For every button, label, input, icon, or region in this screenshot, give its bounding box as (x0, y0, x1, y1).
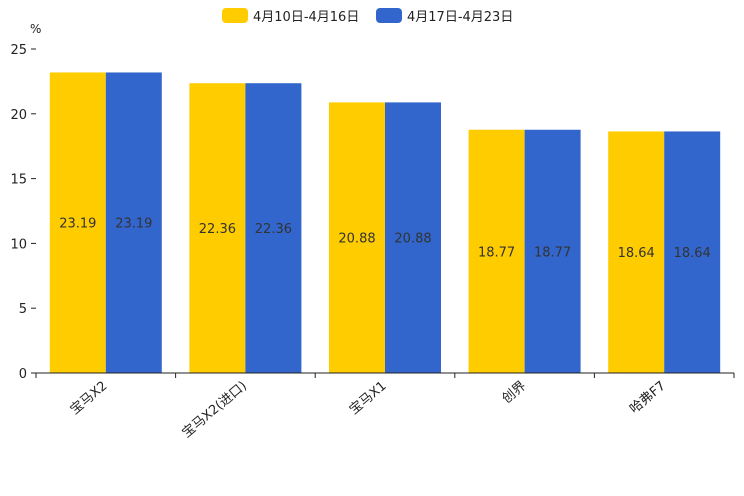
bar[interactable] (608, 131, 665, 373)
bar-value-label: 20.88 (338, 232, 375, 247)
bar-value-label: 18.64 (618, 246, 655, 261)
y-tick-label: 0 (19, 367, 27, 382)
bar-value-label: 20.88 (394, 232, 431, 247)
bar-value-label: 18.77 (534, 245, 571, 260)
bar-value-label: 23.19 (59, 217, 96, 232)
bar[interactable] (245, 83, 302, 373)
bar[interactable] (468, 129, 525, 373)
legend: 4月10日-4月16日 4月17日-4月23日 (222, 8, 513, 25)
bar-value-label: 22.36 (199, 222, 236, 237)
bar[interactable] (664, 131, 721, 373)
category-label: 哈弗F7 (627, 379, 669, 417)
category-label: 创界 (500, 379, 530, 407)
bar-value-label: 23.19 (115, 217, 152, 232)
category-label: 宝马X2 (68, 379, 111, 418)
category-label: 宝马X1 (347, 379, 390, 418)
bars: 23.19 23.19 22.36 22.36 20.88 20.88 18.77 18.77… (49, 72, 721, 373)
legend-swatch (222, 8, 248, 23)
y-tick-label: 5 (19, 302, 27, 317)
bar-value-label: 18.77 (478, 245, 515, 260)
legend-item[interactable]: 4月10日-4月16日 (222, 8, 359, 25)
bar[interactable] (189, 83, 246, 373)
bar[interactable] (524, 129, 581, 373)
y-tick-label: 10 (10, 237, 27, 252)
legend-label: 4月17日-4月23日 (407, 10, 513, 25)
y-axis: 0 5 10 15 20 25 (10, 43, 36, 382)
y-axis-unit: % (30, 22, 41, 36)
legend-swatch (376, 8, 402, 23)
y-tick-label: 15 (10, 173, 27, 188)
category-label: 宝马X2(进口) (180, 379, 250, 441)
legend-label: 4月10日-4月16日 (253, 10, 359, 25)
y-tick-label: 20 (10, 108, 27, 123)
bar[interactable] (49, 72, 106, 373)
bar[interactable] (105, 72, 162, 373)
bar[interactable] (329, 102, 385, 373)
bar[interactable] (385, 102, 441, 373)
bar-value-label: 22.36 (255, 222, 292, 237)
x-axis: 宝马X2 宝马X2(进口) 宝马X1 创界 哈弗F7 (35, 372, 735, 441)
y-tick-label: 25 (10, 43, 27, 58)
bar-value-label: 18.64 (674, 246, 711, 261)
legend-item[interactable]: 4月17日-4月23日 (376, 8, 513, 25)
